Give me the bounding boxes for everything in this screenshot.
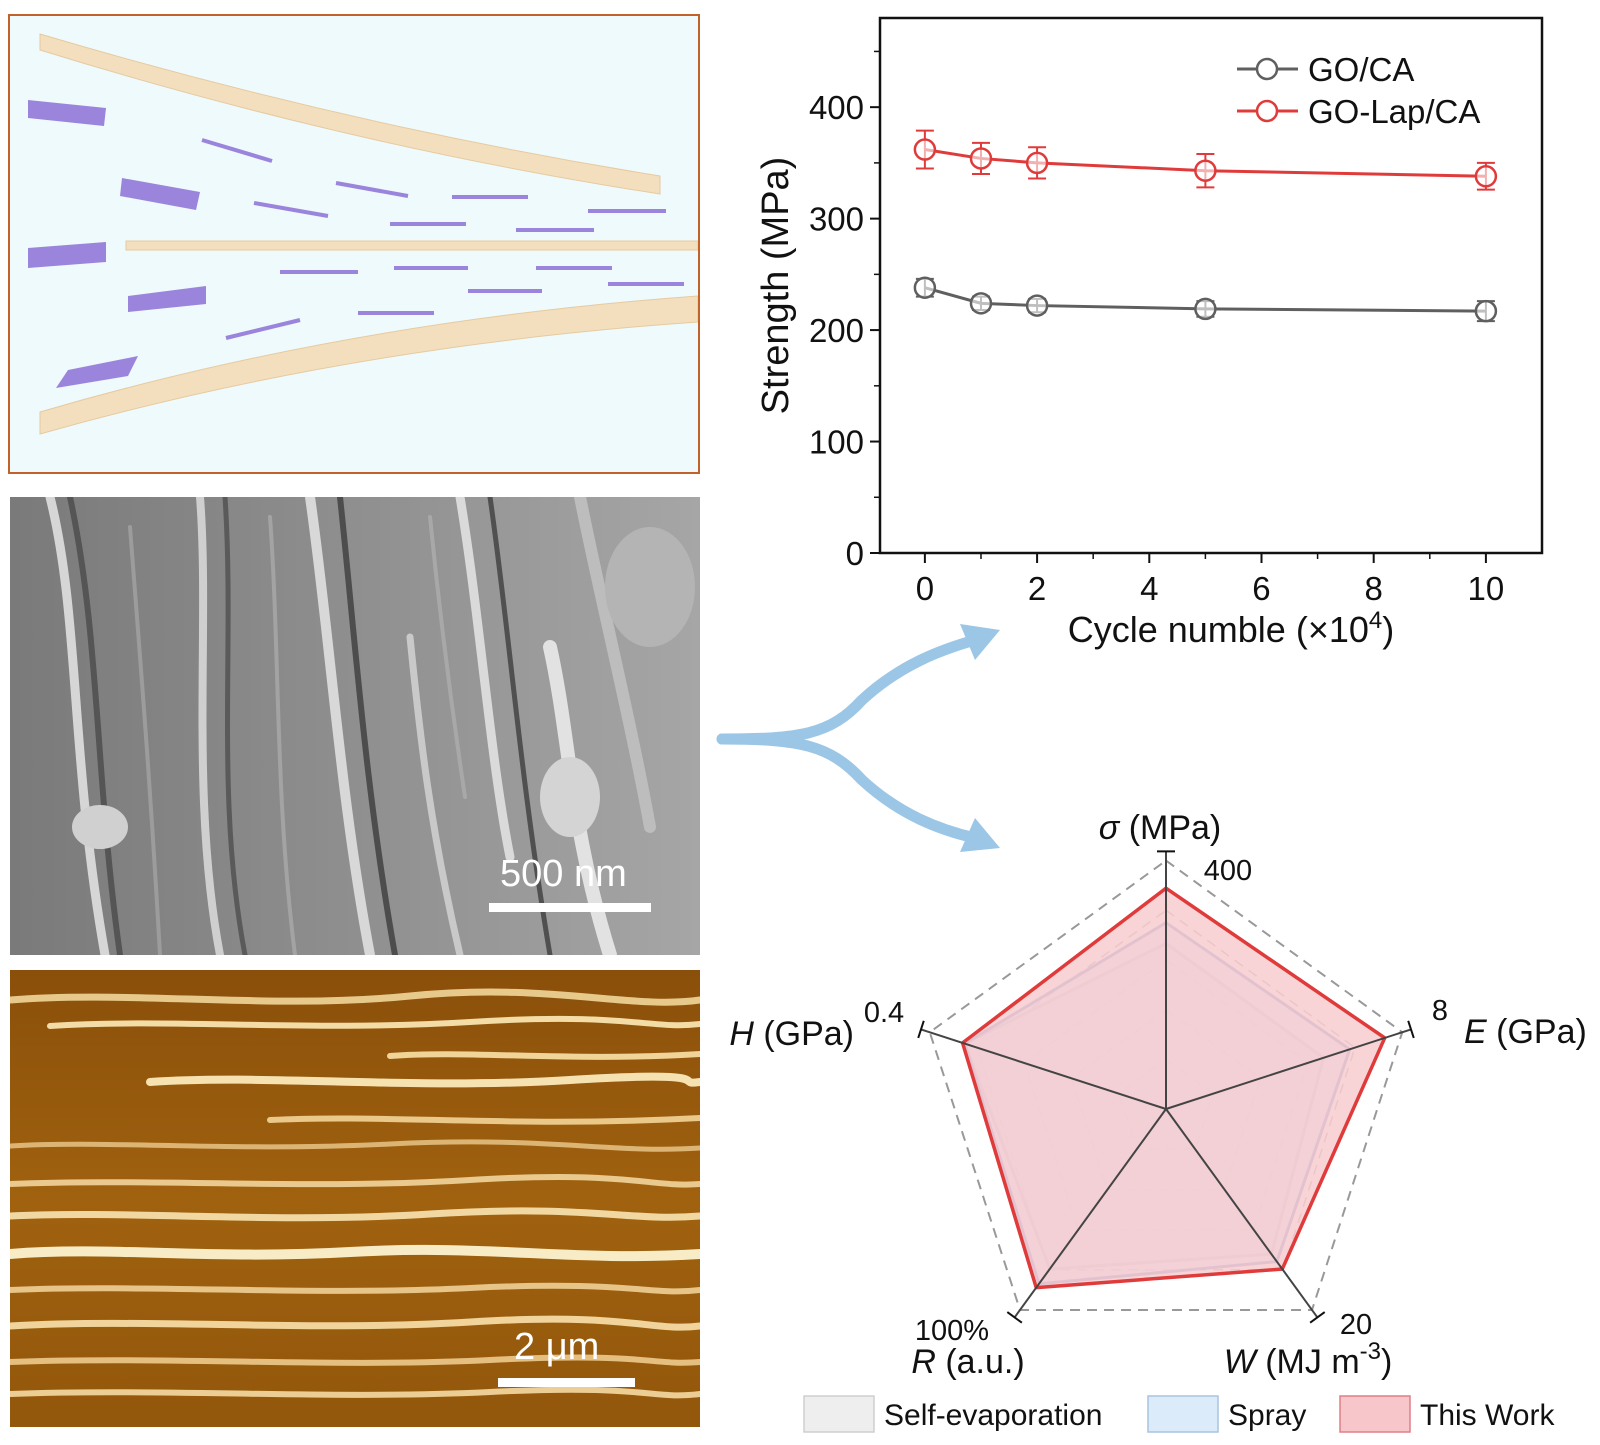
y-tick-label: 200 [809, 312, 864, 349]
sem-texture [10, 497, 700, 955]
arrow-down-curve [716, 733, 981, 844]
legend-label: Spray [1228, 1399, 1306, 1432]
sem-scale-bar [489, 903, 651, 912]
y-tick-label: 300 [809, 201, 864, 238]
legend-label: Self-evaporation [884, 1399, 1102, 1432]
series-go-ca: GO/CA [913, 51, 1498, 323]
radar-axis-max-label: 100% [915, 1315, 989, 1347]
data-point [1474, 165, 1498, 188]
radar-axis-max-label: 0.4 [864, 997, 904, 1029]
data-point [913, 138, 937, 161]
x-tick-label: 6 [1252, 570, 1270, 607]
x-tick-label: 10 [1468, 570, 1505, 607]
data-point [1474, 299, 1498, 323]
radar-axis-tick [1309, 1311, 1326, 1324]
afm-scale-bar [498, 1378, 635, 1387]
data-point [1025, 294, 1049, 317]
afm-image: 2 μm [10, 970, 700, 1427]
legend-label: GO-Lap/CA [1308, 93, 1480, 130]
data-point [1025, 151, 1049, 175]
radar-axis [1013, 1108, 1167, 1318]
data-point [969, 147, 993, 170]
data-point [969, 292, 993, 315]
arrow-up-curve [716, 634, 981, 745]
arrow-down-head [960, 818, 1000, 852]
radar-axis-tick [1407, 1020, 1415, 1039]
branch-arrows [716, 624, 1000, 852]
radar-series-this-work [960, 886, 1387, 1290]
property-radar-chart: 400 σ (MPa) 8 E (GPa) 20W (MJ m-3) 100%R (a.u… [729, 809, 1587, 1433]
radar-axis-tick [1006, 1311, 1023, 1324]
legend-label: GO/CA [1308, 51, 1414, 88]
radar-axis [920, 1028, 1167, 1110]
legend-swatch [1339, 1395, 1411, 1433]
radar-axis-label: H (GPa) [729, 1015, 854, 1053]
legend-marker [1255, 57, 1279, 81]
plot-frame [878, 16, 1544, 555]
schematic-panel [8, 14, 700, 474]
radar-axis-max-label: 8 [1432, 995, 1448, 1027]
afm-scale-label: 2 μm [514, 1326, 600, 1368]
data-point [1194, 159, 1217, 182]
sem-image: 500 nm [10, 497, 700, 955]
radar-axis-label: W (MJ m-3) [1224, 1338, 1393, 1381]
radar-axis [1165, 1028, 1412, 1110]
y-axis-label: Strength (MPa) [755, 157, 797, 415]
x-tick-label: 0 [916, 570, 934, 607]
x-tick-label: 8 [1365, 570, 1383, 607]
radar-axis-label: σ (MPa) [1099, 809, 1222, 847]
radar-axis-label: R (a.u.) [911, 1343, 1024, 1381]
radar-grid-ring [928, 859, 1404, 1311]
y-tick-label: 100 [809, 424, 864, 461]
data-point [1194, 297, 1217, 321]
radar-axis [1165, 1108, 1319, 1318]
legend-label: This Work [1420, 1399, 1555, 1432]
y-tick-label: 0 [846, 535, 864, 572]
x-tick-label: 4 [1140, 570, 1158, 607]
x-axis-label: Cycle numble (×104) [1068, 607, 1395, 650]
x-tick-label: 2 [1028, 570, 1046, 607]
radar-axis-label: E (GPa) [1464, 1013, 1587, 1051]
legend-marker [1255, 99, 1279, 123]
radar-axis-tick [917, 1020, 925, 1039]
series-go-lap-ca: GO-Lap/CA [913, 93, 1498, 191]
data-point [913, 276, 937, 299]
arrow-up-head [960, 624, 1000, 660]
y-tick-label: 400 [809, 89, 864, 126]
legend-swatch [1147, 1395, 1219, 1433]
radar-axis-max-label: 400 [1204, 855, 1252, 887]
legend-swatch [803, 1395, 875, 1433]
sem-scale-label: 500 nm [500, 853, 627, 895]
radar-axis-max-label: 20 [1340, 1309, 1372, 1341]
afm-texture [10, 970, 700, 1427]
schematic-illustration [28, 33, 698, 435]
